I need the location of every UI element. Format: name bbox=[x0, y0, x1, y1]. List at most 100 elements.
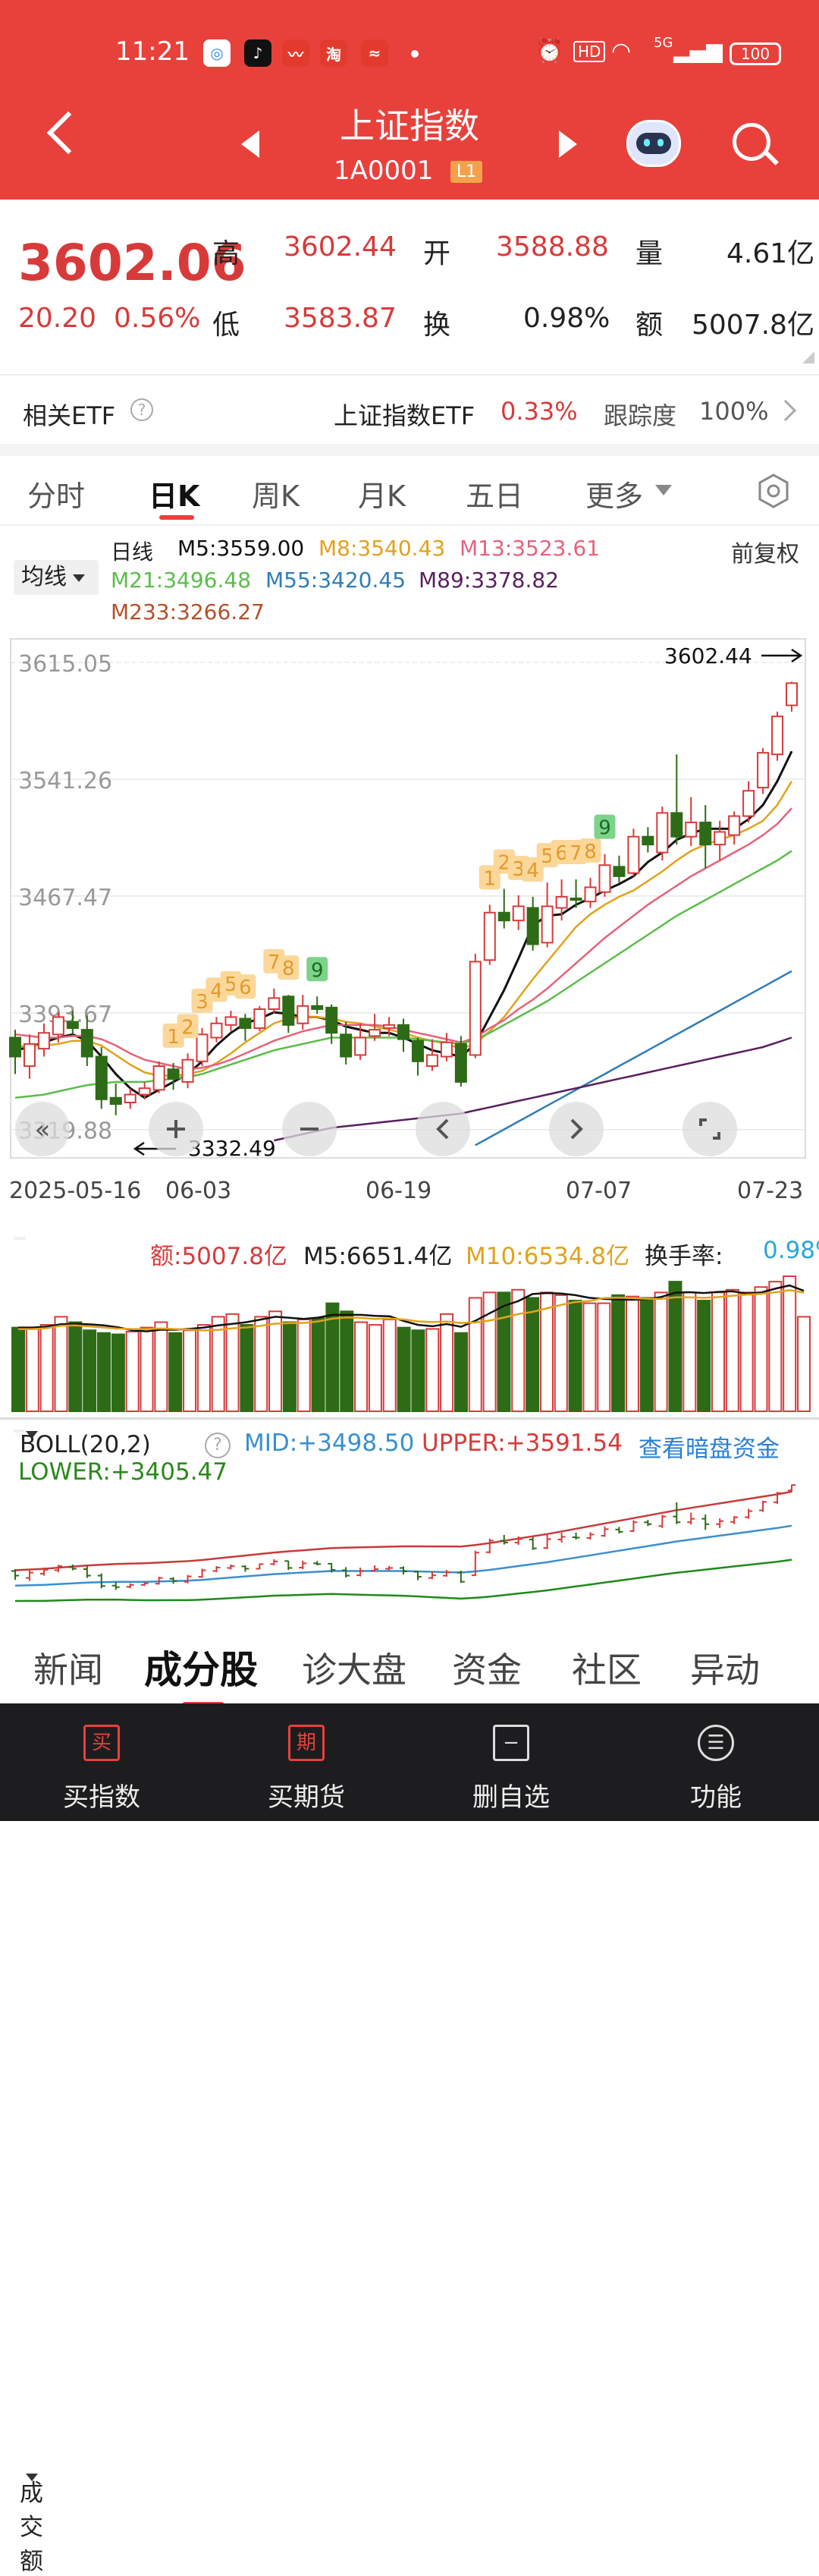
tab-diagnose[interactable]: 诊大盘 bbox=[302, 1650, 406, 1691]
boll-selector[interactable]: BOLL(20,2) bbox=[14, 1430, 151, 1458]
adjust-mode-button[interactable]: 前复权 bbox=[731, 541, 799, 568]
scroll-right-button[interactable] bbox=[549, 1102, 604, 1156]
help-icon[interactable]: ? bbox=[205, 1433, 231, 1458]
tab-community[interactable]: 社区 bbox=[572, 1650, 642, 1691]
search-icon-handle[interactable] bbox=[764, 150, 779, 165]
remove-watchlist-button[interactable]: − 删自选 bbox=[435, 1703, 587, 1821]
candlestick-chart[interactable]: 3615.053541.263467.473393.673319.8812345… bbox=[0, 630, 819, 1168]
volume-selector[interactable]: 成交额 bbox=[14, 1237, 43, 2575]
volume-bar bbox=[482, 1291, 497, 1412]
remove-watchlist-label: 删自选 bbox=[472, 1782, 550, 1813]
hidden-funds-link[interactable]: 查看暗盘资金 bbox=[639, 1436, 780, 1463]
candle bbox=[9, 1036, 21, 1058]
open-value: 3588.88 bbox=[496, 231, 609, 263]
futures-icon: 期 bbox=[288, 1725, 325, 1761]
volume-bar bbox=[425, 1328, 440, 1412]
candle bbox=[627, 835, 640, 874]
volume-bar bbox=[354, 1321, 369, 1412]
period-tabs: 分时 日K 周K 月K 五日 更多 bbox=[0, 456, 819, 526]
volume-bar bbox=[168, 1332, 183, 1412]
tab-more[interactable]: 更多 bbox=[585, 480, 644, 513]
functions-label: 功能 bbox=[690, 1782, 742, 1813]
amount-value: 5007.8亿 bbox=[692, 310, 814, 341]
fullscreen-button[interactable] bbox=[682, 1102, 737, 1156]
tab-five-day[interactable]: 五日 bbox=[466, 480, 524, 513]
td-marker-label: 8 bbox=[282, 958, 295, 980]
ma-m5: M5:3559.00 bbox=[177, 536, 305, 561]
tab-daily-k[interactable]: 日K bbox=[149, 480, 200, 513]
settings-hex-icon[interactable] bbox=[755, 473, 792, 509]
volume-bar bbox=[111, 1333, 125, 1412]
tab-constituents[interactable]: 成分股 bbox=[144, 1648, 258, 1692]
zoom-out-control[interactable]: « bbox=[15, 1102, 70, 1156]
volume-bar bbox=[254, 1316, 268, 1412]
chevron-right-icon[interactable] bbox=[774, 399, 797, 422]
tab-intraday[interactable]: 分时 bbox=[27, 480, 86, 513]
candle bbox=[397, 1024, 410, 1040]
svg-text:«: « bbox=[35, 1115, 51, 1145]
ma-selector-dropdown[interactable]: 均线 bbox=[14, 560, 99, 595]
functions-button[interactable]: ☰ 功能 bbox=[640, 1703, 792, 1821]
volume-bar bbox=[297, 1318, 311, 1412]
tiktok-app-icon: ♪ bbox=[244, 39, 271, 67]
ai-assistant-icon[interactable] bbox=[626, 120, 681, 167]
volume-bar bbox=[225, 1313, 240, 1413]
ma-m8: M8:3540.43 bbox=[318, 536, 446, 561]
related-etf-row[interactable]: 相关ETF ? 上证指数ETF 0.33% 跟踪度 100% bbox=[0, 374, 819, 444]
next-stock-icon[interactable] bbox=[559, 131, 577, 158]
candle bbox=[268, 997, 281, 1010]
minus-button[interactable] bbox=[282, 1102, 337, 1156]
candle bbox=[613, 866, 626, 877]
volume-bar bbox=[440, 1313, 454, 1413]
battery-indicator: 100 bbox=[730, 42, 781, 65]
volume-bar bbox=[783, 1275, 797, 1412]
boll-mid: MID:+3498.50 bbox=[244, 1430, 415, 1457]
dropdown-icon bbox=[26, 1431, 38, 1439]
candle bbox=[52, 1016, 64, 1036]
ma-line-m21 bbox=[14, 850, 792, 1099]
volume-bar bbox=[768, 1281, 783, 1413]
candle bbox=[109, 1096, 122, 1106]
td-marker-label: 6 bbox=[239, 977, 252, 999]
boll-upper-line bbox=[14, 1490, 792, 1571]
candle bbox=[411, 1040, 424, 1062]
help-icon[interactable]: ? bbox=[130, 398, 153, 421]
wifi-icon: ◠ bbox=[611, 38, 632, 64]
price-change-pct: 0.56% bbox=[114, 303, 201, 334]
x-tick-label: 06-03 bbox=[165, 1178, 232, 1204]
volume-bar bbox=[39, 1324, 54, 1412]
expand-corner-icon[interactable] bbox=[802, 351, 814, 363]
tab-weekly-k[interactable]: 周K bbox=[252, 480, 300, 513]
arrow-right-icon bbox=[761, 648, 803, 663]
candle bbox=[124, 1093, 136, 1104]
menu-circle-icon: ☰ bbox=[698, 1725, 734, 1761]
buy-futures-button[interactable]: 期 买期货 bbox=[231, 1703, 382, 1821]
tab-news[interactable]: 新闻 bbox=[33, 1650, 103, 1691]
volume-bar bbox=[183, 1329, 197, 1412]
volume-bar bbox=[154, 1321, 168, 1412]
volume-m10: M10:6534.8亿 bbox=[466, 1243, 630, 1270]
low-value: 3583.87 bbox=[284, 303, 397, 334]
tab-monthly-k[interactable]: 月K bbox=[358, 480, 406, 513]
scroll-left-button[interactable] bbox=[416, 1102, 470, 1156]
volume-bar bbox=[568, 1300, 582, 1413]
ma-m233: M233:3266.27 bbox=[111, 599, 265, 624]
x-tick-label: 07-07 bbox=[566, 1178, 632, 1204]
candle bbox=[297, 1005, 309, 1024]
signal-icon: ▂▄▆ bbox=[673, 38, 723, 63]
buy-index-button[interactable]: 买 买指数 bbox=[26, 1703, 177, 1821]
tab-funds[interactable]: 资金 bbox=[452, 1650, 522, 1691]
volume-selector-label: 成交额 bbox=[20, 2480, 43, 2575]
prev-stock-icon[interactable] bbox=[241, 131, 259, 158]
zoom-in-button[interactable] bbox=[149, 1102, 203, 1156]
x-tick-label: 07-23 bbox=[737, 1178, 804, 1204]
tab-movement[interactable]: 异动 bbox=[690, 1650, 760, 1691]
volume-bar bbox=[382, 1318, 397, 1412]
search-app-icon: ◎ bbox=[203, 39, 231, 67]
page-title: 上证指数 bbox=[340, 105, 479, 146]
dropdown-icon[interactable] bbox=[655, 485, 672, 495]
divider bbox=[0, 444, 819, 456]
volume-bar bbox=[97, 1332, 111, 1412]
notification-dot bbox=[411, 50, 419, 58]
search-icon[interactable] bbox=[733, 123, 770, 161]
